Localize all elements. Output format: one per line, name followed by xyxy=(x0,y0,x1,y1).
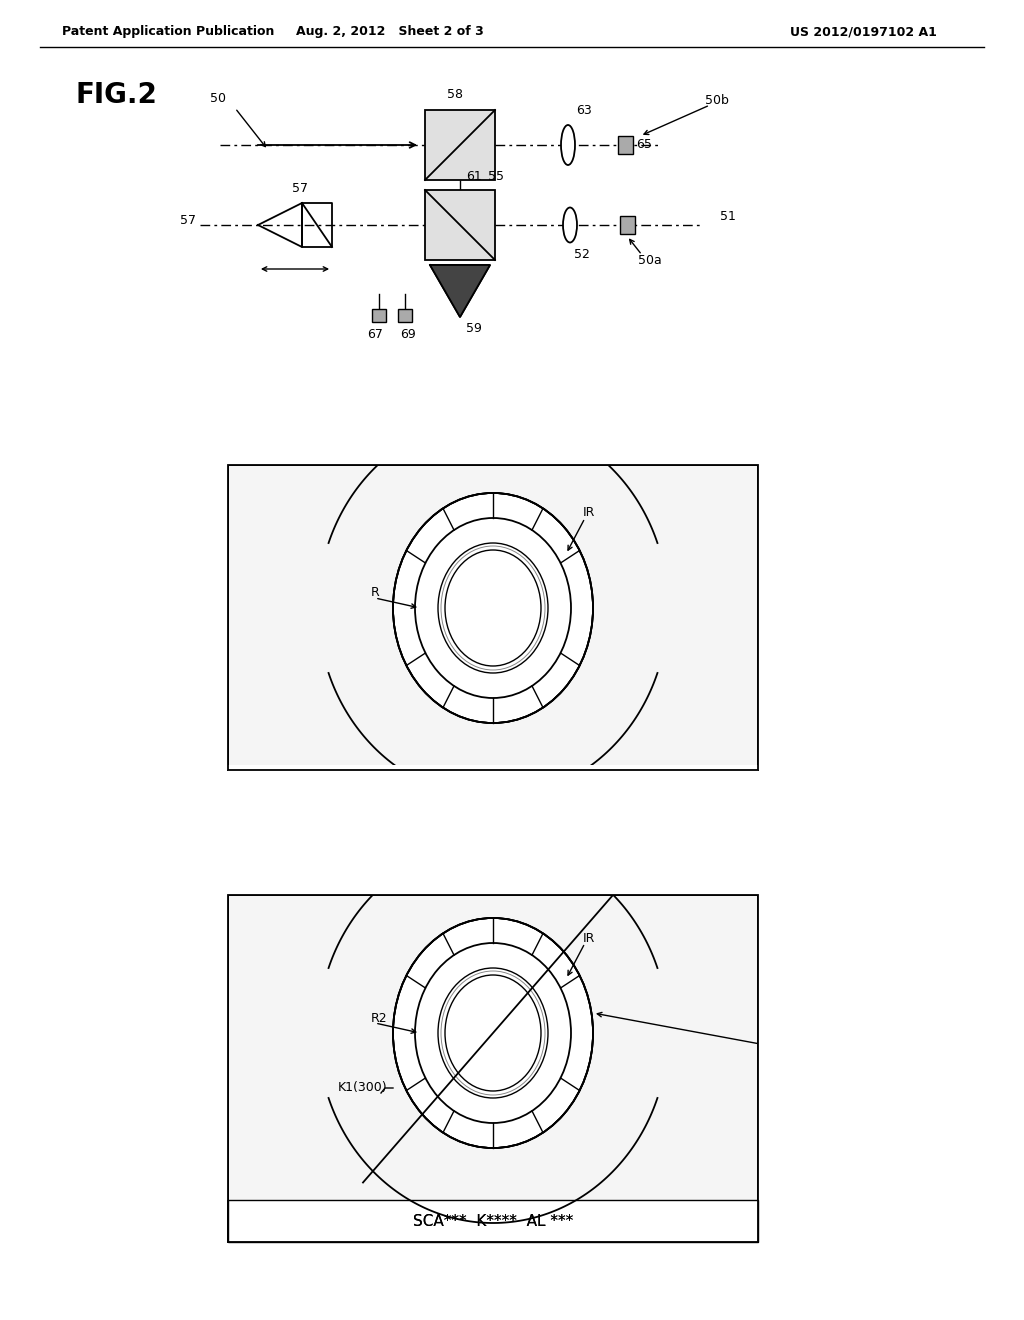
Bar xyxy=(228,895,758,1242)
Bar xyxy=(228,766,758,820)
Text: 50a: 50a xyxy=(638,255,662,268)
Bar xyxy=(372,309,386,322)
Text: SCA***  K****  AL ***: SCA*** K**** AL *** xyxy=(413,1213,573,1229)
Text: IR: IR xyxy=(583,932,595,945)
Text: 50b: 50b xyxy=(705,94,729,107)
Bar xyxy=(228,465,758,770)
Ellipse shape xyxy=(445,550,541,667)
Text: 61: 61 xyxy=(466,170,481,183)
Bar xyxy=(228,814,758,895)
Text: IR: IR xyxy=(583,507,595,520)
Text: 57: 57 xyxy=(292,182,308,195)
Ellipse shape xyxy=(393,492,593,723)
Text: 58: 58 xyxy=(447,88,463,102)
Text: 57: 57 xyxy=(180,214,196,227)
Text: 67: 67 xyxy=(367,327,383,341)
Text: 63: 63 xyxy=(575,103,592,116)
Bar xyxy=(758,459,1024,770)
Text: SCA***  K****  AL ***: SCA*** K**** AL *** xyxy=(413,1213,573,1229)
Text: 50: 50 xyxy=(210,91,226,104)
Text: 200: 200 xyxy=(800,1052,824,1064)
Text: FIG.2: FIG.2 xyxy=(75,81,157,110)
Bar xyxy=(618,136,633,154)
Bar xyxy=(398,309,412,322)
Ellipse shape xyxy=(563,207,577,243)
Text: 65: 65 xyxy=(636,139,652,152)
Text: FIG.3: FIG.3 xyxy=(75,461,157,488)
Ellipse shape xyxy=(393,917,593,1148)
Text: R2: R2 xyxy=(371,1011,388,1024)
Text: FIG.4: FIG.4 xyxy=(75,906,157,935)
Bar xyxy=(620,216,635,234)
Bar xyxy=(228,1200,758,1242)
Ellipse shape xyxy=(561,125,575,165)
Text: 69: 69 xyxy=(400,327,416,341)
Text: US 2012/0197102 A1: US 2012/0197102 A1 xyxy=(790,25,937,38)
Text: 52: 52 xyxy=(574,248,590,261)
Bar xyxy=(0,459,228,770)
Text: Patent Application Publication: Patent Application Publication xyxy=(62,25,274,38)
Text: 55: 55 xyxy=(488,170,504,183)
Text: Aug. 2, 2012   Sheet 2 of 3: Aug. 2, 2012 Sheet 2 of 3 xyxy=(296,25,484,38)
Bar xyxy=(425,110,495,180)
Bar xyxy=(758,890,978,1200)
Bar xyxy=(228,385,758,465)
Bar xyxy=(0,890,228,1200)
Bar xyxy=(228,895,758,1242)
Text: R: R xyxy=(371,586,380,599)
Ellipse shape xyxy=(445,975,541,1092)
Bar xyxy=(425,190,495,260)
Bar xyxy=(228,465,758,770)
Text: 59: 59 xyxy=(466,322,482,335)
Polygon shape xyxy=(430,265,490,317)
Text: 51: 51 xyxy=(720,210,736,223)
Text: K1(300): K1(300) xyxy=(338,1081,388,1094)
